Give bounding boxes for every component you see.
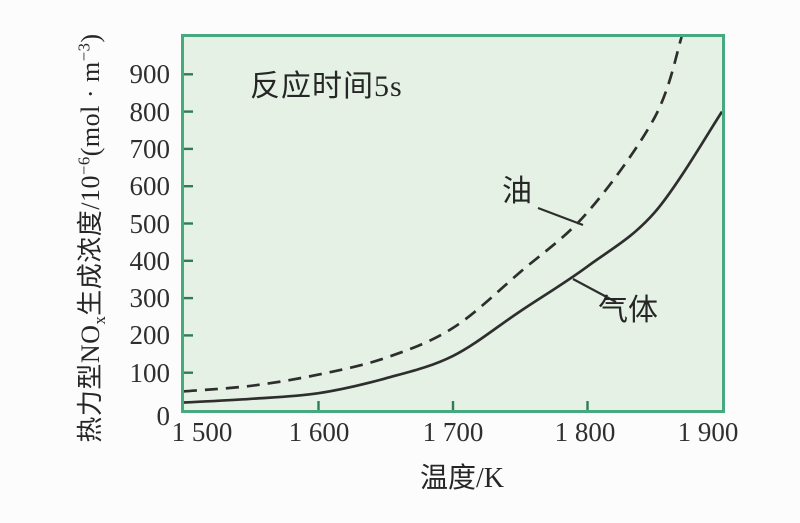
leader-line-gas [572,278,617,303]
x-tick-label: 1 800 [554,417,616,447]
x-tick-label: 1 700 [422,417,484,447]
curve-oil [184,37,683,393]
plot-area: 反应时间5s 油 气体 [181,34,725,413]
y-axis-title-unit: (mol · m [75,61,105,157]
leader-line-oil [537,206,584,227]
curve-label-gas: 气体 [598,294,658,327]
y-tick-label: 300 [129,283,171,314]
y-axis-title: 热力型NOx生成浓度/10−6(mol · m−3) [70,33,110,442]
curve-gas [184,110,722,404]
y-axis-title-unit-close: ) [75,33,105,43]
chart-svg [184,37,722,410]
y-tick-label: 800 [129,96,171,127]
y-axis-title-text: 热力型NO [75,324,105,443]
y-tick-label: 400 [129,245,171,276]
y-axis-title-exp-6: −6 [74,156,94,175]
y-tick-label: 500 [129,208,171,239]
y-tick-label: 0 [156,401,171,431]
y-axis-title-mid: 生成浓度/10 [75,174,105,316]
y-tick-label: 700 [129,133,171,164]
y-tick-label: 900 [129,59,171,90]
y-axis-title-sub-x: x [90,315,110,325]
x-tick-label: 1 500 [171,417,233,447]
x-axis-title: 温度/K [419,463,505,494]
y-tick-label: 200 [129,320,171,351]
y-tick-label: 100 [129,357,171,388]
reaction-time-annotation: 反应时间5s [250,70,403,103]
x-tick-label: 1 900 [677,417,739,447]
curve-label-oil: 油 [502,175,532,208]
y-axis-title-exp-3: −3 [74,42,94,62]
x-tick-label: 1 600 [288,417,350,447]
y-tick-label: 600 [129,171,171,202]
